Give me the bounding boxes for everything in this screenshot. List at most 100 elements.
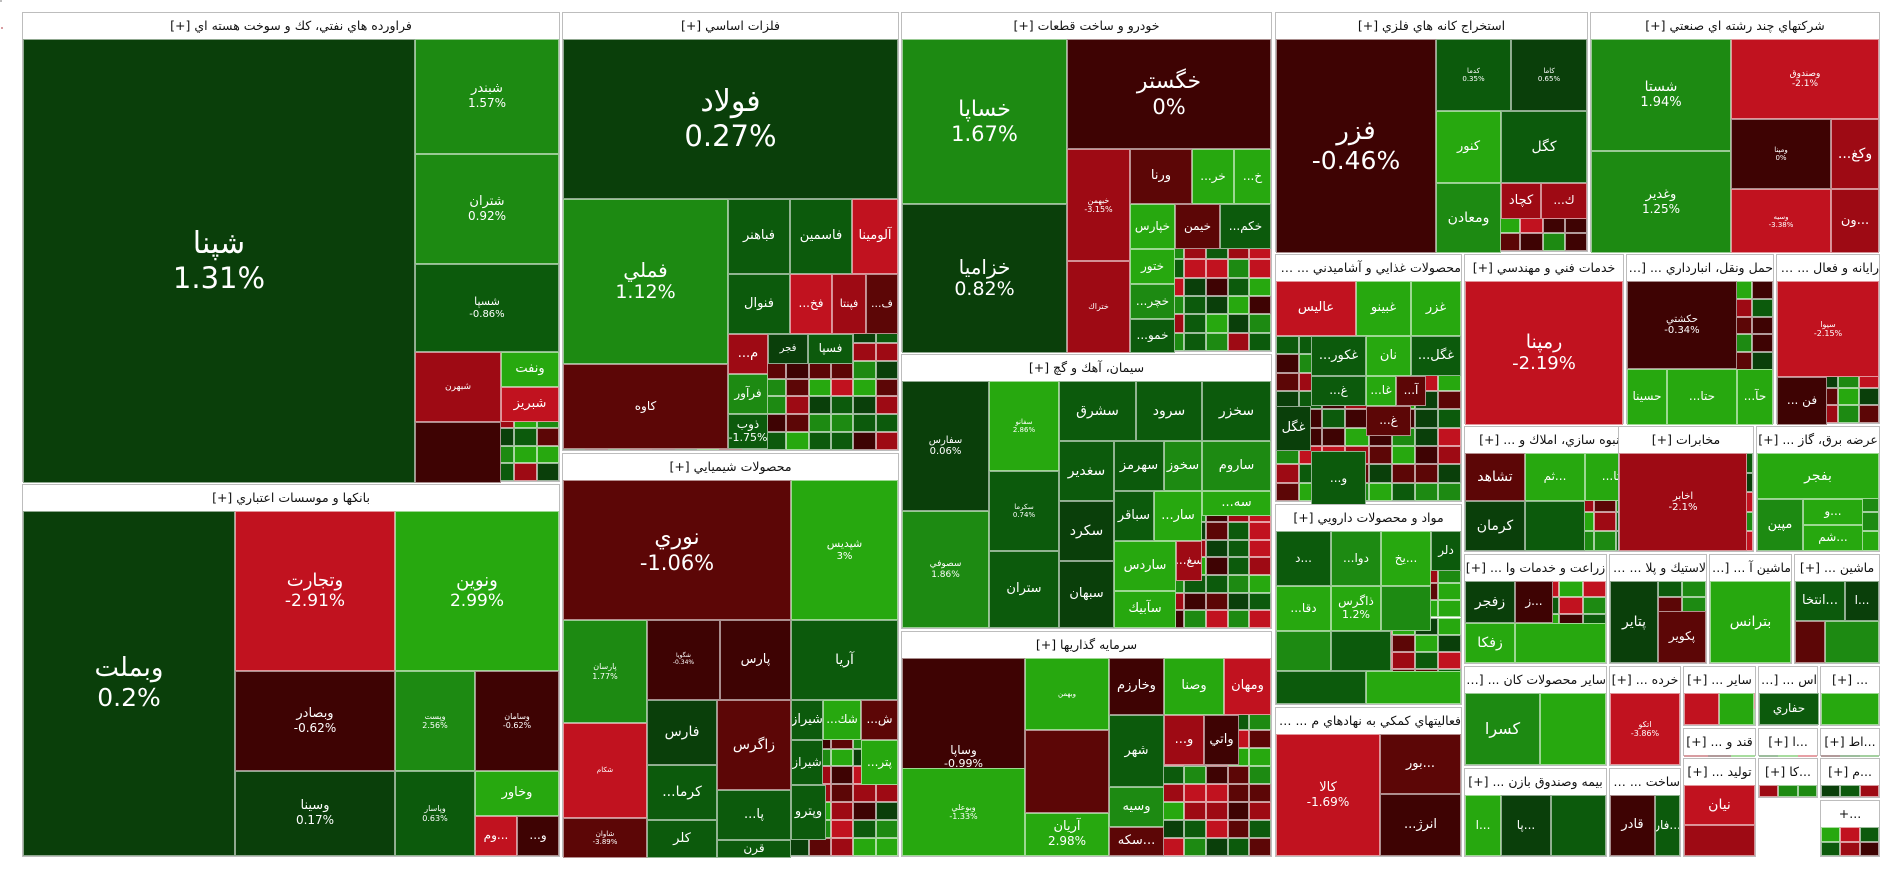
symbol-tile[interactable]: شيراز	[791, 700, 823, 740]
symbol-tile[interactable]: ونوين 2.99%	[395, 511, 559, 671]
symbol-fragment-tile[interactable]	[853, 802, 876, 821]
symbol-fragment-tile[interactable]	[1184, 820, 1206, 838]
symbol-tile[interactable]: پتاير	[1610, 581, 1658, 663]
symbol-tile[interactable]: سخزر	[1202, 381, 1271, 441]
symbol-fragment-tile[interactable]	[1249, 332, 1271, 351]
symbol-fragment-tile[interactable]	[1, 27, 3, 29]
symbol-fragment-tile[interactable]	[1205, 259, 1228, 278]
symbol-fragment-tile[interactable]	[1821, 827, 1841, 842]
symbol-tile[interactable]: حكشتي -0.34%	[1627, 281, 1737, 369]
symbol-fragment-tile[interactable]	[875, 432, 898, 450]
sector-title[interactable]: مخابرات [+]	[1619, 427, 1753, 454]
symbol-fragment-tile[interactable]	[1205, 314, 1228, 333]
sector-title[interactable]: خرده ... [+]	[1610, 667, 1680, 694]
sector-title[interactable]: فلزات اساسي [+]	[563, 13, 898, 40]
symbol-tile[interactable]: ...سكه	[1109, 827, 1164, 856]
sector-title[interactable]: بانكها و موسسات اعتباري [+]	[23, 485, 559, 512]
sector-title[interactable]: ساخت ... [+]	[1610, 769, 1680, 796]
sector-title[interactable]: زراعت و خدمات وا ... [+]	[1465, 555, 1606, 582]
symbol-fragment-tile[interactable]	[1162, 820, 1185, 838]
sector-title[interactable]: ...م [+]	[1821, 759, 1879, 786]
sector-title[interactable]: مواد و محصولات دارويي [+]	[1276, 505, 1461, 532]
symbol-tile[interactable]: ومهان	[1224, 658, 1271, 715]
symbol-tile[interactable]: كالا -1.69%	[1276, 734, 1380, 856]
symbol-fragment-tile[interactable]	[1684, 755, 1708, 757]
sector-title[interactable]: بيمه وصندوق بازن ... [+]	[1465, 769, 1606, 796]
symbol-fragment-tile[interactable]	[1205, 802, 1228, 820]
symbol-tile[interactable]: وپترو	[791, 785, 826, 840]
symbol-fragment-tile[interactable]	[1162, 802, 1185, 820]
symbol-fragment-tile[interactable]	[1249, 802, 1271, 820]
symbol-fragment-tile[interactable]	[1582, 581, 1606, 598]
symbol-fragment-tile[interactable]	[1821, 785, 1841, 797]
symbol-tile[interactable]: سآبيك	[1114, 591, 1176, 628]
symbol-fragment-tile[interactable]	[1227, 784, 1250, 802]
symbol-tile[interactable]: ...ز	[1515, 581, 1553, 623]
sector-title[interactable]: فراورده هاي نفتي، كك و سوخت هسته اي [+]	[23, 13, 559, 40]
symbol-tile[interactable]: شكام	[563, 723, 647, 818]
symbol-tile[interactable]: سيوا -2.15%	[1777, 281, 1879, 377]
symbol-fragment-tile[interactable]	[1184, 784, 1206, 802]
symbol-tile[interactable]: فن ...	[1777, 377, 1827, 425]
symbol-tile[interactable]: فخ...	[790, 274, 832, 334]
symbol-fragment-tile[interactable]	[1437, 482, 1461, 501]
symbol-fragment-tile[interactable]	[1249, 784, 1271, 802]
symbol-fragment-tile[interactable]	[1227, 592, 1250, 611]
symbol-tile[interactable]: كرما...	[647, 765, 717, 820]
symbol-tile[interactable]	[1276, 631, 1331, 671]
symbol-tile[interactable]: ومپنا 0%	[1731, 119, 1831, 189]
symbol-tile[interactable]: فباهنر	[728, 199, 790, 274]
symbol-tile[interactable]: قادر	[1610, 795, 1655, 856]
symbol-tile[interactable]: وتجارت -2.91%	[235, 511, 395, 671]
symbol-tile[interactable]: زفكا	[1465, 623, 1515, 663]
symbol-tile[interactable]: و...	[1164, 715, 1204, 765]
symbol-fragment-tile[interactable]	[875, 360, 898, 379]
symbol-fragment-tile[interactable]	[853, 378, 876, 397]
symbol-tile[interactable]: و...	[1311, 451, 1366, 506]
sector-title[interactable]: فعاليتهاي كمكي به نهادهاي م ... [+]	[1276, 708, 1461, 735]
symbol-tile[interactable]: سغدير	[1059, 441, 1114, 501]
sector-title[interactable]: عرضه برق، گاز ... [+]	[1757, 427, 1879, 454]
symbol-tile[interactable]: ...ا	[1465, 795, 1501, 856]
symbol-tile[interactable]: ختور	[1130, 249, 1175, 284]
symbol-tile[interactable]: فزر -0.46%	[1276, 39, 1436, 253]
symbol-tile[interactable]: ...شم	[1803, 525, 1863, 551]
symbol-tile[interactable]: ...انتخا	[1795, 581, 1845, 621]
symbol-fragment-tile[interactable]	[1227, 332, 1250, 351]
symbol-fragment-tile[interactable]	[808, 838, 831, 856]
symbol-tile[interactable]: حسينا	[1627, 369, 1667, 425]
symbol-fragment-tile[interactable]	[1414, 464, 1438, 483]
symbol-tile[interactable]: غبينو	[1356, 281, 1411, 336]
symbol-fragment-tile[interactable]	[1162, 838, 1185, 856]
symbol-fragment-tile[interactable]	[853, 784, 876, 803]
symbol-fragment-tile[interactable]	[1184, 802, 1206, 820]
symbol-fragment-tile[interactable]	[1520, 233, 1543, 251]
symbol-fragment-tile[interactable]	[1249, 838, 1271, 856]
symbol-fragment-tile[interactable]	[831, 784, 854, 803]
symbol-tile[interactable]: سفارس 0.06%	[902, 381, 989, 511]
symbol-fragment-tile[interactable]	[831, 802, 854, 821]
symbol-fragment-tile[interactable]	[1249, 522, 1271, 540]
symbol-tile[interactable]: وصنا	[1164, 658, 1224, 715]
symbol-fragment-tile[interactable]	[1859, 755, 1879, 757]
symbol-fragment-tile[interactable]	[1227, 557, 1250, 576]
symbol-fragment-tile[interactable]	[1707, 755, 1732, 757]
symbol-tile[interactable]: وسامان -0.62%	[475, 671, 559, 771]
symbol-fragment-tile[interactable]	[1227, 295, 1250, 315]
sector-title[interactable]: ... [+]	[1821, 667, 1879, 694]
symbol-tile[interactable]: ستران	[989, 551, 1059, 628]
symbol-fragment-tile[interactable]	[853, 414, 876, 433]
symbol-fragment-tile[interactable]	[1205, 539, 1228, 558]
symbol-tile[interactable]: كاوه	[563, 364, 728, 449]
symbol-fragment-tile[interactable]	[1184, 766, 1206, 784]
symbol-fragment-tile[interactable]	[1249, 259, 1271, 278]
symbol-fragment-tile[interactable]	[1564, 233, 1587, 251]
symbol-fragment-tile[interactable]	[1205, 592, 1228, 611]
symbol-fragment-tile[interactable]	[1322, 409, 1346, 428]
symbol-tile[interactable]: غ...	[1311, 376, 1366, 406]
symbol-fragment-tile[interactable]	[1778, 755, 1798, 757]
symbol-tile[interactable]: وپست 2.56%	[395, 671, 475, 771]
symbol-fragment-tile[interactable]	[514, 445, 537, 464]
symbol-tile[interactable]: مپين	[1757, 499, 1803, 551]
symbol-tile[interactable]	[1540, 693, 1606, 765]
